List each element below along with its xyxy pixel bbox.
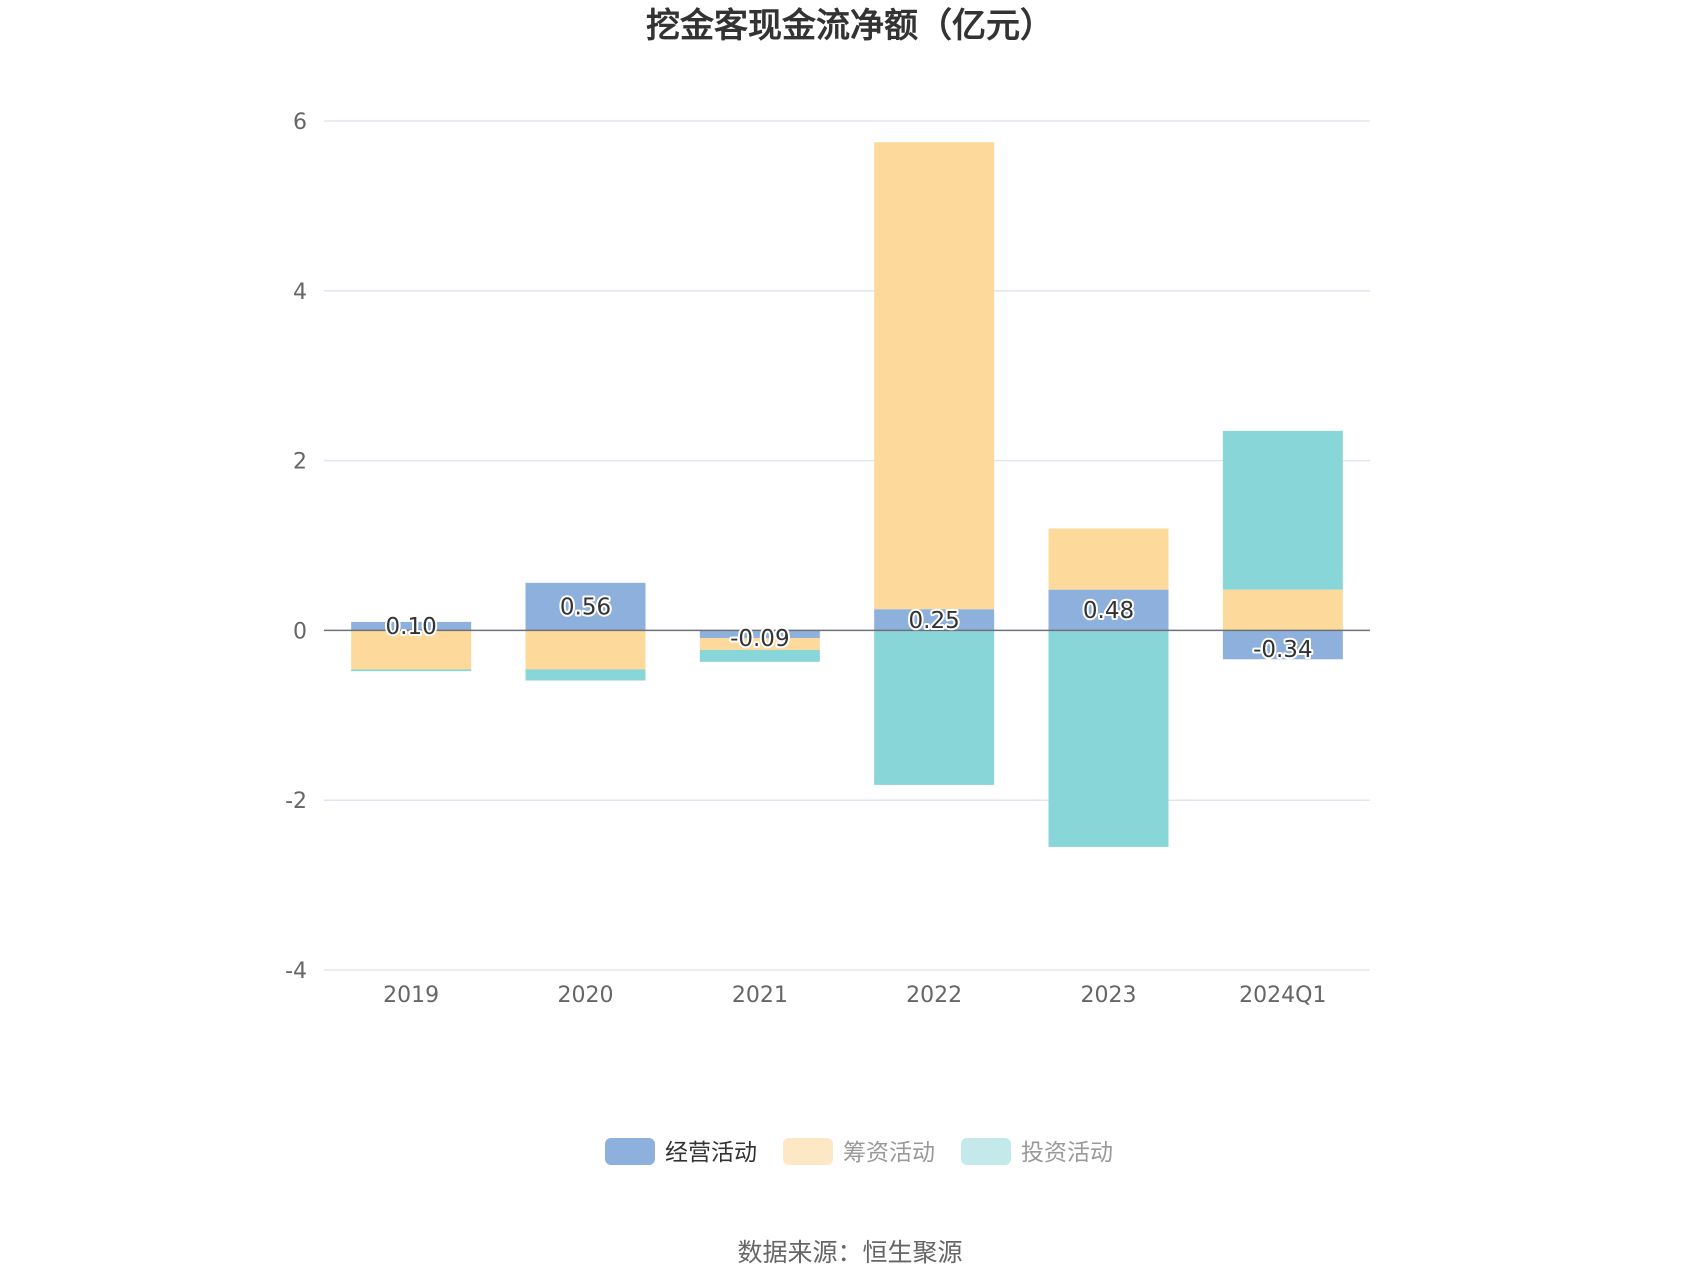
y-tick-label: 2 (293, 450, 307, 475)
data-labels: 0.10 0.56 -0.09 0.25 0.48 -0.34 (384, 593, 1315, 665)
x-tick-label: 2024Q1 (1239, 983, 1326, 1008)
legend-label: 经营活动 (665, 1140, 757, 1166)
legend-item-投资活动[interactable]: 投资活动 (961, 1138, 1113, 1166)
bar-segment-投资活动-2022[interactable] (874, 630, 995, 785)
legend-label: 投资活动 (1021, 1140, 1113, 1166)
data-source-note: 数据来源：恒生聚源 (737, 1238, 962, 1267)
bar-segment-经营活动-2021[interactable] (699, 630, 820, 639)
bar-segment-筹资活动-2023[interactable] (1048, 528, 1169, 590)
data-label: -0.09 (730, 626, 790, 652)
bar-segment-投资活动-2019[interactable] (351, 669, 472, 672)
bar-segment-经营活动-2023[interactable] (1048, 589, 1169, 631)
axis-labels: 6 4 2 0 -2 -4 2019 2020 2021 2022 2023 2024Q1 (285, 110, 1326, 1008)
data-label: 0.56 (560, 595, 611, 621)
bar-segment-投资活动-2020[interactable] (525, 669, 646, 681)
y-tick-label: -4 (285, 959, 307, 984)
legend-swatch (783, 1138, 833, 1165)
legend-swatch (961, 1138, 1011, 1165)
bar-segment-投资活动-2021[interactable] (699, 649, 820, 662)
y-tick-label: 0 (293, 619, 307, 644)
x-tick-label: 2021 (732, 983, 788, 1008)
bar-segment-经营活动-2022[interactable] (874, 609, 995, 631)
x-tick-label: 2023 (1081, 983, 1137, 1008)
bar-segment-筹资活动-2019[interactable] (351, 630, 472, 670)
legend-item-经营活动[interactable]: 经营活动 (605, 1138, 757, 1166)
bar-segment-筹资活动-2024Q1[interactable] (1222, 589, 1343, 631)
bar-segment-投资活动-2023[interactable] (1048, 630, 1169, 847)
grid-lines (324, 120, 1370, 971)
y-tick-label: 4 (293, 280, 307, 305)
legend[interactable]: 经营活动 筹资活动 投资活动 (605, 1138, 1113, 1166)
data-label: 0.25 (909, 608, 960, 634)
legend-item-筹资活动[interactable]: 筹资活动 (783, 1138, 935, 1166)
bar-segment-筹资活动-2022[interactable] (874, 142, 995, 610)
bars (351, 142, 1343, 847)
chart-title: 挖金客现金流净额（亿元） (646, 6, 1054, 46)
x-tick-label: 2022 (906, 983, 962, 1008)
x-tick-label: 2019 (383, 983, 439, 1008)
legend-label: 筹资活动 (843, 1140, 935, 1166)
bar-segment-筹资活动-2021[interactable] (699, 638, 820, 650)
y-tick-label: 6 (293, 110, 307, 135)
bar-segment-经营活动-2019[interactable] (351, 621, 472, 631)
data-label: 0.10 (386, 614, 437, 640)
bar-segment-投资活动-2024Q1[interactable] (1222, 430, 1343, 590)
data-label: -0.34 (1253, 637, 1313, 663)
y-tick-label: -2 (285, 789, 307, 814)
bar-segment-经营活动-2020[interactable] (525, 582, 646, 631)
data-label: 0.48 (1083, 598, 1134, 624)
bar-segment-筹资活动-2020[interactable] (525, 630, 646, 670)
legend-swatch (605, 1138, 655, 1165)
bar-segment-经营活动-2024Q1[interactable] (1222, 630, 1343, 660)
x-tick-label: 2020 (558, 983, 614, 1008)
